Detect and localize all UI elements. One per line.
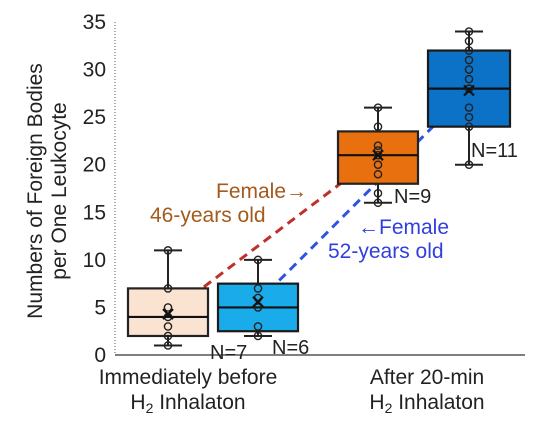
annotation-46-line1: Female→ bbox=[216, 180, 307, 203]
y-tick-label-25: 25 bbox=[83, 106, 106, 129]
box-0-point-6 bbox=[163, 246, 173, 255]
annotation-46-line2: 46-years old bbox=[150, 204, 266, 227]
box-2-point-8 bbox=[373, 103, 383, 112]
y-tick-label-30: 30 bbox=[83, 59, 106, 82]
box-3: N=11 bbox=[426, 27, 518, 170]
box-2-point-3 bbox=[373, 160, 383, 170]
box-3-n-label: N=11 bbox=[471, 140, 518, 162]
box-2-point-7 bbox=[373, 122, 383, 131]
box-0-point-2 bbox=[163, 322, 173, 331]
y-tick-label-20: 20 bbox=[83, 154, 106, 177]
box-3-point-4 bbox=[464, 84, 474, 93]
box-0-point-5 bbox=[163, 284, 173, 293]
y-tick-label-0: 0 bbox=[94, 344, 106, 367]
box-1-point-4 bbox=[253, 284, 263, 293]
boxes: N=7 N=6 N=9 N=11 bbox=[126, 27, 518, 364]
box-2-mean-marker bbox=[372, 149, 384, 161]
box-3-mean-marker bbox=[463, 84, 475, 97]
category-label-0-sub: 2 bbox=[146, 400, 154, 416]
box-0: N=7 bbox=[126, 246, 247, 364]
y-axis-title-line1: Numbers of Foreign Bodies bbox=[24, 63, 47, 319]
box-3-point-2 bbox=[464, 112, 474, 122]
annotation-52-line2: 52-years old bbox=[328, 240, 444, 263]
box-1-point-2 bbox=[253, 303, 263, 312]
box-3-point-10 bbox=[464, 27, 474, 36]
box-1-mean-marker bbox=[252, 295, 264, 308]
y-tick-label-15: 15 bbox=[83, 201, 106, 224]
y-tick-label-10: 10 bbox=[83, 249, 106, 272]
category-label-1-h: H bbox=[369, 391, 384, 414]
annotation-52-line1: ←Female bbox=[358, 216, 449, 239]
category-label-0-rest: Inhalaton bbox=[153, 391, 245, 414]
box-2-point-2 bbox=[373, 169, 383, 179]
y-tick-labels: 0 5 10 15 20 25 30 35 bbox=[83, 11, 106, 367]
category-label-0-h: H bbox=[130, 391, 145, 414]
box-3-point-8 bbox=[464, 46, 474, 55]
box-2-point-1 bbox=[373, 188, 383, 198]
box-3-point-1 bbox=[464, 122, 474, 131]
box-3-point-5 bbox=[464, 74, 474, 84]
category-label-1-rest: Inhalaton bbox=[392, 391, 484, 414]
box-0-mean-marker bbox=[162, 308, 174, 320]
box-2-iqr bbox=[336, 130, 420, 185]
box-3-point-6 bbox=[464, 65, 474, 74]
box-2-point-0 bbox=[373, 198, 383, 208]
box-0-iqr bbox=[126, 287, 210, 338]
category-label-1-line1: After 20-min bbox=[370, 366, 484, 389]
box-2-point-6 bbox=[373, 141, 383, 150]
box-0-point-4 bbox=[163, 303, 173, 312]
box-2-point-4 bbox=[373, 150, 383, 160]
box-0-point-1 bbox=[163, 331, 173, 341]
y-tick-label-35: 35 bbox=[83, 11, 106, 34]
y-tick-label-5: 5 bbox=[94, 296, 106, 319]
box-1-point-0 bbox=[253, 331, 263, 341]
box-3-point-7 bbox=[464, 55, 474, 65]
box-1-n-label: N=6 bbox=[272, 337, 309, 359]
box-0-point-0 bbox=[163, 341, 173, 350]
category-label-0-line2: H2 Inhalaton bbox=[130, 391, 245, 416]
y-axis-title-line2: per One Leukocyte bbox=[48, 102, 71, 279]
box-1-point-1 bbox=[253, 322, 263, 331]
box-2-n-label: N=9 bbox=[394, 186, 431, 208]
box-3-point-0 bbox=[464, 160, 474, 170]
category-label-0-line1: Immediately before bbox=[99, 366, 278, 389]
box-2: N=9 bbox=[336, 103, 431, 208]
box-0-n-label: N=7 bbox=[210, 342, 247, 364]
category-label-1-line2: H2 Inhalaton bbox=[369, 391, 484, 416]
box-1-point-5 bbox=[253, 255, 263, 265]
box-3-point-3 bbox=[464, 103, 474, 112]
category-label-1-sub: 2 bbox=[385, 400, 393, 416]
box-1: N=6 bbox=[216, 255, 309, 359]
box-3-point-9 bbox=[464, 36, 474, 46]
